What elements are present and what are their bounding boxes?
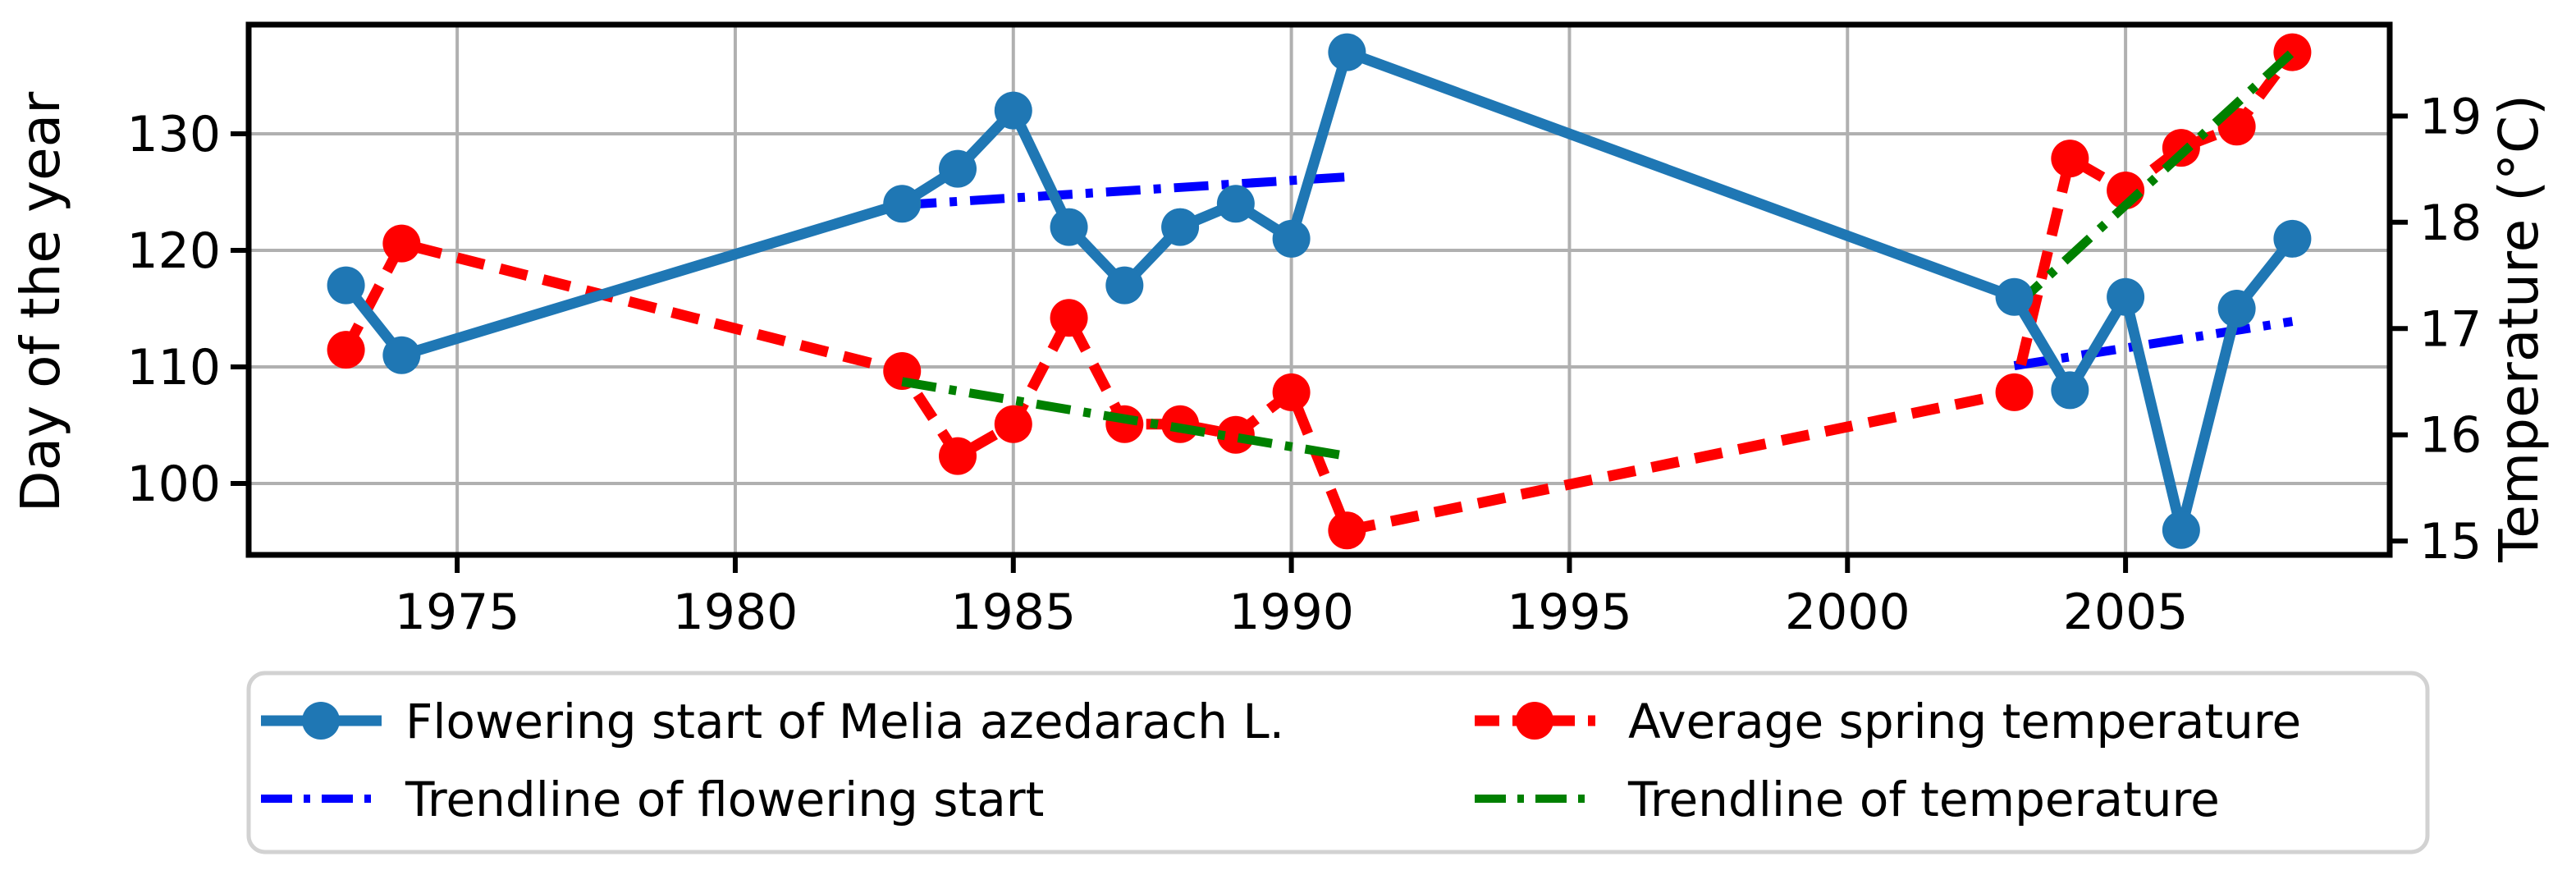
legend-label-temperature-trend: Trendline of temperature [1627,772,2220,827]
temp-tick-label-19: 19 [2419,88,2482,145]
flowering-point-2004 [2051,371,2089,410]
temperature-point-1973 [327,331,365,369]
x-tick-label-1975: 1975 [395,584,520,641]
flowering-point-1987 [1105,266,1144,305]
temperature-marker-swatch [1516,702,1553,740]
flowering-point-2005 [2107,277,2145,316]
x-tick-label-2000: 2000 [1785,584,1910,641]
x-tick-label-2005: 2005 [2063,584,2189,641]
legend-label-flowering-trend: Trendline of flowering start [405,772,1044,827]
flowering-point-1974 [382,336,421,374]
flowering-point-2006 [2162,511,2200,549]
flowering-trend-line-1 [2013,317,2294,371]
temperature-point-2003 [1995,373,2034,411]
flowering-point-1989 [1216,185,1255,223]
day-tick-label-100: 100 [126,456,221,513]
flowering-point-2008 [2273,219,2312,258]
plot-border-layer [245,21,2393,558]
flowering-point-1983 [883,185,922,223]
flowering-trend-line-0 [901,172,1347,210]
flowering-point-1985 [994,91,1032,130]
temp-tick-label-16: 16 [2419,407,2482,465]
left-axis-title: Day of the year [9,91,72,512]
legend-entry-temperature-trend: Trendline of temperature [1475,772,2220,827]
day-tick-label-130: 130 [126,106,221,163]
legend-entry-flowering: Flowering start of Melia azedarach L. [261,694,1284,749]
temperature-point-2004 [2051,140,2089,178]
legend-box [246,671,2430,854]
temperature-point-1985 [994,405,1032,443]
flowering-trendline-layer [901,172,2294,371]
temperature-point-1986 [1050,299,1088,337]
plot-border [245,21,2393,558]
temp-tick-label-17: 17 [2419,300,2482,358]
flowering-point-1986 [1050,208,1088,246]
flowering-point-1984 [939,149,977,188]
right-axis-title: Temperature (°C) [2487,94,2551,563]
temperature-point-1987 [1105,405,1144,443]
temperature-point-1989 [1216,415,1255,454]
temperature-point-1974 [382,224,421,263]
series-layer [327,33,2312,550]
legend-label-flowering: Flowering start of Melia azedarach L. [405,694,1284,749]
flowering-point-2007 [2217,290,2256,328]
x-tick-label-1995: 1995 [1507,584,1632,641]
temperature-point-1991 [1328,511,1366,550]
tick-layer: 1975 1980 1985 1990 1995 2000 2005 100 110 120 130… [126,88,2482,641]
flowering-point-2003 [1995,277,2034,316]
legend: Flowering start of Melia azedarach L. Tr… [246,671,2430,854]
x-tick-label-1985: 1985 [950,584,1076,641]
temp-tick-label-15: 15 [2419,513,2482,570]
x-tick-label-1990: 1990 [1229,584,1354,641]
flowering-point-1991 [1328,33,1366,71]
flowering-marker-swatch [302,702,340,740]
flowering-point-1990 [1272,219,1311,258]
legend-label-temperature: Average spring temperature [1628,694,2301,749]
legend-entry-flowering-trend: Trendline of flowering start [261,772,1044,827]
temperature-trend-line-1 [2011,48,2296,311]
legend-entry-temperature: Average spring temperature [1475,694,2301,749]
flowering-point-1988 [1161,208,1200,246]
day-tick-label-110: 110 [126,339,221,396]
temperature-point-1984 [939,437,977,475]
temperature-point-1990 [1272,373,1311,411]
day-tick-label-120: 120 [126,222,221,280]
temp-tick-label-18: 18 [2419,195,2482,252]
temperature-trend-line-0 [901,377,1348,461]
flowering-point-1973 [327,266,365,305]
x-tick-label-1980: 1980 [673,584,798,641]
